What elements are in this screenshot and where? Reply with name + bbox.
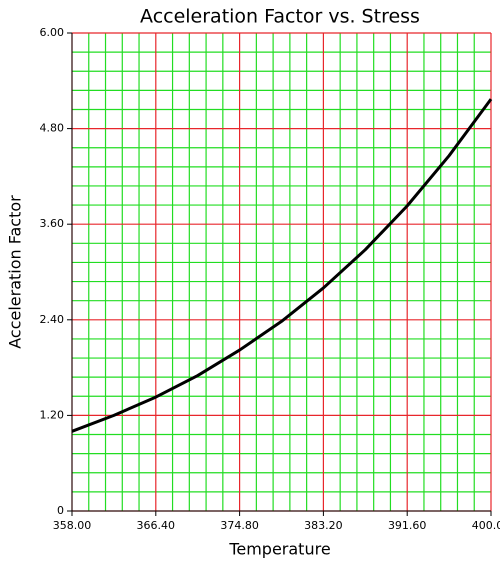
x-tick-label: 391.60 [388,519,427,532]
y-tick-label: 4.80 [40,122,65,135]
y-axis-label: Acceleration Factor [6,195,25,349]
y-tick-label: 0 [57,504,64,517]
chart-title: Acceleration Factor vs. Stress [140,6,420,28]
x-tick-label: 383.20 [304,519,343,532]
line [71,98,493,433]
x-axis-label: Temperature [228,540,330,559]
y-tick-label: 6.00 [40,26,65,39]
y-tick-label: 2.40 [40,313,65,326]
x-tick-label: 374.80 [220,519,259,532]
y-tick-label: 1.20 [40,408,65,421]
x-tick-label: 358.00 [53,519,92,532]
y-tick-label: 3.60 [40,217,65,230]
x-tick-label: 400.00 [472,519,500,532]
x-tick-label: 366.40 [137,519,176,532]
